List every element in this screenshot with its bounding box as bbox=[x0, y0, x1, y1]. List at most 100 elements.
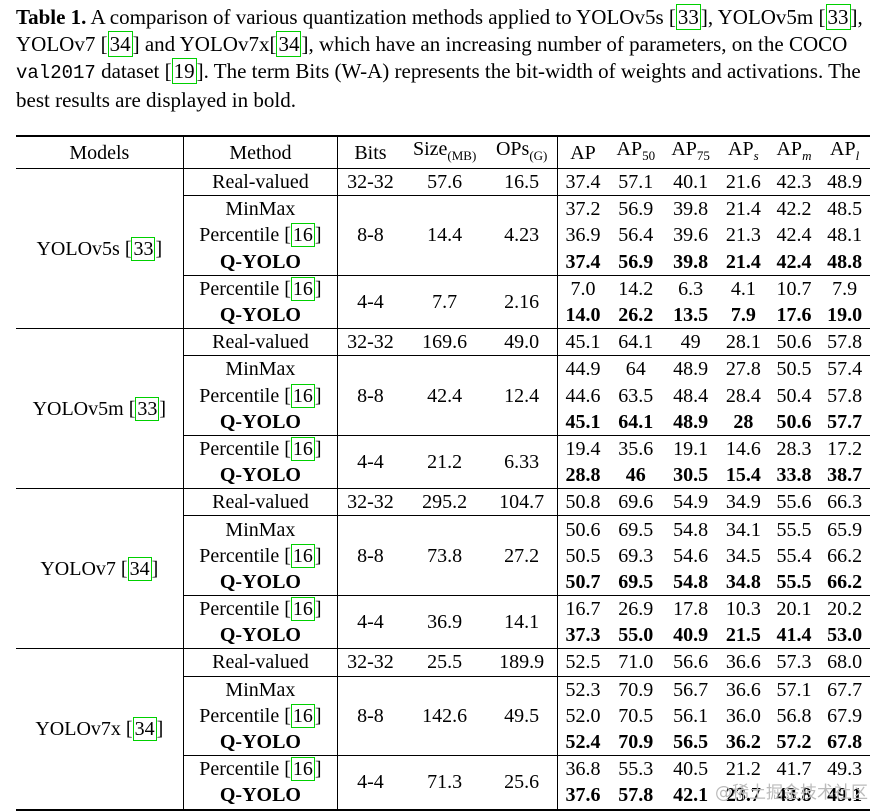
citation-link[interactable]: 34 bbox=[276, 31, 302, 57]
size-cell: 42.4 bbox=[427, 384, 463, 407]
bits-cell: 4-4 bbox=[357, 451, 384, 474]
metric-cell: 7.9 bbox=[832, 277, 858, 300]
citation-link[interactable]: 34 bbox=[132, 716, 157, 741]
metric-cell: 50.6 bbox=[776, 410, 812, 433]
method-label: Percentile bbox=[199, 704, 280, 727]
model-name: YOLOv7 bbox=[40, 557, 116, 580]
table-row: MinMax 8-8 73.8 27.2 50.6 69.5 54.8 34.1 55.5 65.… bbox=[16, 515, 870, 596]
metric-cell: 57.8 bbox=[618, 784, 654, 807]
citation-link[interactable]: 16 bbox=[290, 757, 315, 782]
metric-cell: 48.1 bbox=[827, 224, 863, 247]
size-cell: 25.5 bbox=[427, 651, 463, 674]
model-cell: YOLOv7 [34] bbox=[16, 488, 184, 649]
citation-link[interactable]: 16 bbox=[290, 223, 315, 248]
citation-link[interactable]: 34 bbox=[107, 31, 133, 57]
metric-cell: 40.5 bbox=[673, 758, 709, 781]
table-row: Q-YOLO 37.6 57.8 42.1 23.7 43.8 49.1 bbox=[16, 782, 870, 810]
metric-cell: 57.4 bbox=[827, 358, 863, 381]
metric-cell: 50.6 bbox=[565, 518, 601, 541]
header-aps: APs bbox=[728, 138, 759, 163]
model-name: YOLOv5s bbox=[36, 237, 120, 260]
dataset-name: val2017 bbox=[16, 62, 96, 84]
metric-cell: 66.2 bbox=[827, 544, 863, 567]
citation-link[interactable]: 16 bbox=[290, 383, 315, 408]
method-cell: Real-valued bbox=[183, 328, 339, 356]
metric-cell: 37.4 bbox=[565, 171, 601, 194]
metric-cell: 15.4 bbox=[725, 464, 761, 487]
metric-cell: 33.8 bbox=[776, 464, 812, 487]
metric-cell: 56.9 bbox=[618, 250, 654, 273]
ops-cell: 12.4 bbox=[486, 355, 558, 436]
metric-cell: 17.6 bbox=[776, 304, 812, 327]
metric-cell: 36.6 bbox=[725, 651, 761, 674]
citation-link[interactable]: 33 bbox=[135, 396, 160, 421]
citation-link[interactable]: 16 bbox=[290, 436, 315, 461]
table-row: Percentile [16] 52.0 70.5 56.1 36.0 56.8 67.9 bbox=[16, 702, 870, 729]
size-cell: 73.8 bbox=[427, 544, 463, 567]
header-bits: Bits bbox=[354, 141, 387, 164]
metric-cell: 48.8 bbox=[827, 250, 863, 273]
metric-cell: 10.7 bbox=[776, 277, 812, 300]
method-cell: Percentile [16] bbox=[183, 542, 339, 569]
bits-cell: 8-8 bbox=[357, 384, 384, 407]
ops-cell: 104.7 bbox=[486, 488, 558, 516]
model-name: YOLOv7x bbox=[35, 717, 121, 740]
metric-cell: 48.9 bbox=[673, 358, 709, 381]
header-ap50: AP50 bbox=[616, 138, 656, 163]
citation-link[interactable]: 16 bbox=[290, 597, 315, 622]
ops-cell: 49.5 bbox=[486, 676, 558, 756]
ops-cell: 25.6 bbox=[486, 755, 558, 810]
metric-cell: 57.3 bbox=[776, 651, 812, 674]
metric-cell: 55.5 bbox=[776, 518, 812, 541]
table-row: Percentile [16] 50.5 69.3 54.6 34.5 55.4 66.2 bbox=[16, 542, 870, 569]
table-row: MinMax 8-8 14.4 4.23 37.2 56.9 39.8 21.4 42.2 48.… bbox=[16, 195, 870, 276]
metric-cell: 50.8 bbox=[565, 491, 601, 514]
metric-cell: 57.8 bbox=[827, 384, 863, 407]
metric-cell: 52.5 bbox=[565, 651, 601, 674]
table-row: Q-YOLO 37.3 55.0 40.9 21.5 41.4 53.0 bbox=[16, 622, 870, 649]
metric-cell: 49 bbox=[680, 331, 701, 354]
metric-cell: 55.0 bbox=[618, 624, 654, 647]
metric-cell: 14.2 bbox=[618, 277, 654, 300]
metric-cell: 69.6 bbox=[618, 491, 654, 514]
metric-cell: 26.9 bbox=[618, 598, 654, 621]
header-method: Method bbox=[183, 136, 339, 169]
method-cell: Q-YOLO bbox=[183, 622, 339, 649]
citation-link[interactable]: 33 bbox=[131, 236, 156, 261]
citation-link[interactable]: 16 bbox=[290, 543, 315, 568]
metric-cell: 42.4 bbox=[776, 250, 812, 273]
method-label: Percentile bbox=[199, 384, 280, 407]
citation-link[interactable]: 16 bbox=[290, 703, 315, 728]
metric-cell: 52.0 bbox=[565, 704, 601, 727]
metric-cell: 21.3 bbox=[725, 224, 761, 247]
metric-cell: 50.5 bbox=[565, 544, 601, 567]
metric-cell: 52.4 bbox=[565, 731, 601, 754]
method-label: Percentile bbox=[199, 224, 280, 247]
method-label: MinMax bbox=[225, 358, 296, 381]
method-label: MinMax bbox=[225, 678, 296, 701]
metric-cell: 42.2 bbox=[776, 198, 812, 221]
citation-link[interactable]: 33 bbox=[825, 4, 851, 30]
metric-cell: 44.9 bbox=[565, 358, 601, 381]
method-cell: Q-YOLO bbox=[183, 782, 339, 810]
method-label: Q-YOLO bbox=[219, 784, 301, 807]
size-cell: 14.4 bbox=[427, 224, 463, 247]
metric-cell: 41.4 bbox=[776, 624, 812, 647]
metric-cell: 54.8 bbox=[673, 518, 709, 541]
metric-cell: 35.6 bbox=[618, 437, 654, 460]
metric-cell: 44.6 bbox=[565, 384, 601, 407]
method-cell: Q-YOLO bbox=[183, 462, 339, 489]
citation-link[interactable]: 16 bbox=[290, 276, 315, 301]
ops-cell: 27.2 bbox=[486, 515, 558, 596]
citation-link[interactable]: 19 bbox=[171, 58, 197, 84]
metric-cell: 34.1 bbox=[725, 518, 761, 541]
metric-cell: 48.5 bbox=[827, 198, 863, 221]
size-cell: 169.6 bbox=[422, 331, 468, 354]
citation-link[interactable]: 34 bbox=[127, 556, 152, 581]
metric-cell: 69.3 bbox=[618, 544, 654, 567]
metric-cell: 37.2 bbox=[565, 198, 601, 221]
model-cell: YOLOv5m [33] bbox=[16, 328, 184, 489]
method-cell: Real-valued bbox=[183, 168, 339, 196]
citation-link[interactable]: 33 bbox=[675, 4, 701, 30]
metric-cell: 66.2 bbox=[827, 570, 863, 593]
